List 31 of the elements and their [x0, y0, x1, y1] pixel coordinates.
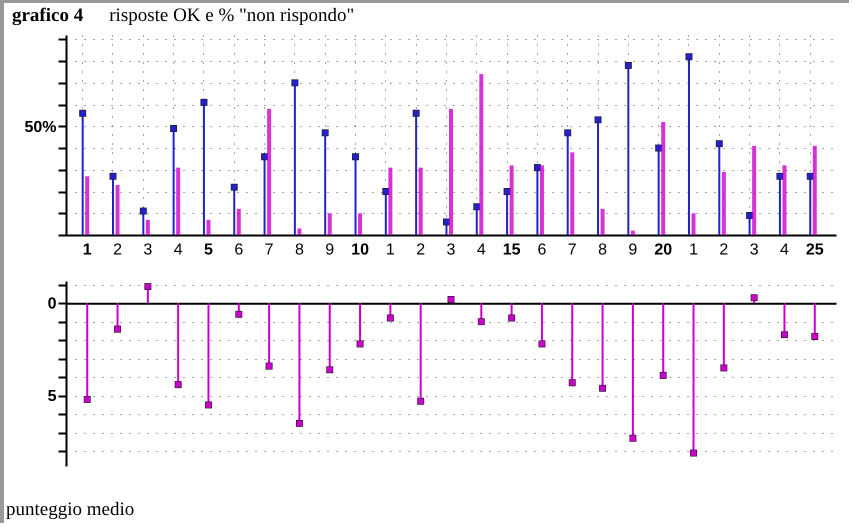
x-tick-label: 1	[689, 242, 698, 258]
x-tick-label: 5	[204, 242, 214, 258]
x-tick-label: 10	[351, 242, 370, 258]
x-tick-label: 6	[537, 242, 546, 258]
x-tick-label: 7	[264, 242, 274, 258]
x-tick-label: 4	[174, 242, 183, 258]
x-tick-label: 9	[628, 242, 638, 258]
x-tick-label: 2	[416, 242, 426, 258]
y-tick-label: 5	[48, 388, 57, 406]
y-tick-label: 0	[48, 296, 57, 313]
x-tick-label: 15	[502, 242, 521, 258]
x-tick-label: 9	[325, 242, 334, 258]
x-tick-label: 1	[386, 242, 395, 258]
x-tick-label: 4	[780, 242, 790, 258]
x-tick-label: 20	[654, 242, 672, 258]
x-tick-label: 2	[719, 242, 728, 258]
x-tick-label: 2	[113, 242, 122, 258]
x-tick-label: 6	[234, 242, 244, 258]
x-tick-label: 8	[294, 242, 304, 258]
x-tick-label: 4	[476, 242, 486, 258]
x-tick-label: 1	[82, 242, 92, 258]
y-tick-label: 50%	[24, 118, 56, 136]
x-tick-label: 3	[750, 242, 759, 258]
x-tick-label: 25	[806, 242, 824, 258]
text: punteggio medio	[6, 499, 134, 521]
chart-subtitle: risposte OK e % "non rispondo"	[109, 5, 354, 26]
x-tick-label: 8	[598, 242, 608, 258]
chart-title: grafico 4	[12, 5, 84, 26]
x-tick-label: 7	[568, 242, 577, 258]
x-tick-label: 3	[446, 242, 456, 258]
x-tick-label: 3	[143, 242, 152, 258]
